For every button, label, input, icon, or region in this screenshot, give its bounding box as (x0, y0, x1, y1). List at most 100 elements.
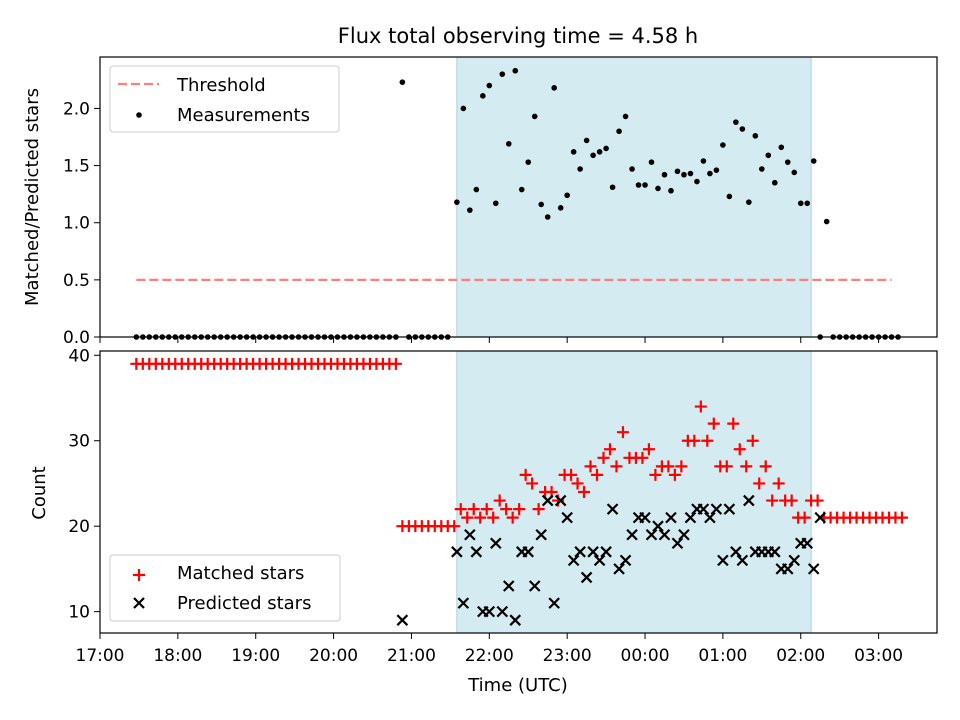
bottom-axes-frame (99, 350, 938, 634)
predicted-star-marker (658, 528, 671, 541)
x-axis-label: Time (UTC) (467, 675, 568, 696)
top-y-ticks: 0.0 0.5 1.0 1.5 2.0 (63, 99, 100, 348)
matched-star-marker (584, 460, 597, 473)
measurement-point (778, 144, 785, 151)
predicted-star-marker (509, 614, 522, 626)
measurement-point (473, 186, 480, 193)
measurement-point (668, 187, 674, 194)
matched-star-marker (487, 511, 500, 524)
predicted-star-marker (769, 546, 781, 558)
predicted-star-marker (567, 554, 580, 567)
matched-star-marker (474, 511, 487, 524)
matched-star-marker (785, 494, 798, 507)
measurement-point (687, 170, 694, 177)
measurement-point (823, 218, 830, 225)
measurement-point (609, 184, 616, 191)
bottom-y-ticks: 10 20 30 40 (68, 346, 100, 623)
predicted-star-marker (548, 597, 560, 609)
bottom-legend-box (109, 554, 341, 622)
measurement-point (492, 200, 499, 207)
top-legend-box (109, 65, 340, 133)
measurement-point (454, 199, 460, 205)
matched-star-marker (467, 503, 480, 516)
measurement-point (648, 159, 655, 165)
predicted-star-marker (671, 537, 684, 550)
measurements-legend-swatch (136, 112, 142, 118)
bottom-y-axis-label: Count (29, 466, 50, 519)
measurement-point (505, 141, 512, 147)
matched-star-marker (532, 503, 545, 516)
measurement-point (733, 119, 739, 125)
measurement-point (557, 205, 564, 211)
measurement-point (765, 152, 772, 159)
matched-star-marker (895, 511, 908, 524)
x-tick-label: 22:00 (465, 646, 514, 666)
predicted-star-marker (665, 511, 677, 524)
measurement-point (661, 171, 668, 178)
predicted-star-marker (561, 511, 573, 524)
predicted-star-marker (606, 503, 619, 515)
measurement-point (791, 169, 798, 176)
predicted-star-marker (678, 528, 690, 541)
predicted-star-marker (574, 546, 586, 558)
measurement-point (674, 168, 681, 175)
top-y-tick-label: 0.5 (63, 271, 90, 291)
predicted-star-marker (496, 605, 509, 618)
measurement-point (746, 199, 752, 205)
bottom-legend: Matched stars Predicted stars (109, 554, 341, 622)
matched-star-marker (493, 494, 506, 507)
matched-star-marker (701, 434, 714, 447)
top-y-tick-label: 2.0 (63, 99, 90, 119)
predicted-star-marker (717, 554, 729, 567)
predicted-star-marker (619, 554, 632, 567)
matched-star-marker (759, 460, 772, 473)
matched-stars-legend-swatch (133, 569, 145, 581)
measurement-point (771, 179, 778, 186)
measurement-point (577, 166, 583, 172)
measurement-point (590, 152, 596, 159)
predicted-star-marker (807, 563, 820, 575)
x-tick-label: 20:00 (309, 646, 358, 666)
predicted-star-marker (593, 554, 606, 567)
measurement-point (681, 171, 687, 178)
measurement-point (655, 185, 661, 192)
predicted-star-marker (528, 580, 541, 592)
bottom-panel: 10 20 30 40 17:00 18:00 19:00 20:00 21:00 22:00 2… (29, 346, 938, 696)
measurement-point (726, 193, 733, 200)
predicted-star-marker (470, 546, 483, 558)
measurement-point (759, 166, 765, 172)
matched-star-marker (688, 434, 701, 447)
matched-star-marker (513, 503, 526, 516)
top-panel: 0.00.51.01.52.0 Matched/Predicted stars … (22, 56, 938, 348)
matched-star-marker (668, 468, 681, 481)
bottom-y-tick-label: 10 (68, 603, 90, 623)
predicted-star-marker (541, 494, 554, 507)
matched-star-marker (720, 460, 733, 473)
x-tick-label: 00:00 (621, 646, 670, 666)
matched-star-marker (610, 460, 623, 473)
predicted-star-marker (600, 546, 612, 558)
predicted-star-marker (743, 494, 755, 507)
predicted-star-marker (788, 554, 801, 567)
matched-star-marker (448, 520, 461, 533)
predicted-star-marker (457, 597, 470, 609)
x-tick-label: 01:00 (698, 646, 747, 666)
matched-star-marker (526, 477, 539, 490)
measurement-point (616, 128, 622, 135)
measurement-point (739, 126, 746, 132)
measurement-point (720, 142, 726, 148)
measurement-point (512, 67, 519, 74)
matched-star-marker (578, 486, 591, 498)
top-y-tick-label: 0.0 (63, 328, 90, 348)
top-axes-frame (99, 56, 938, 338)
predicted-star-marker (522, 546, 535, 558)
matched-star-marker (694, 400, 707, 413)
top-y-axis-label: Matched/Predicted stars (22, 88, 43, 306)
measurement-point (551, 85, 557, 91)
measurement-point (480, 93, 486, 99)
measurement-point (622, 113, 629, 120)
matched-star-marker (772, 477, 785, 490)
x-tick-label: 21:00 (387, 646, 436, 666)
predicted-star-marker (580, 571, 593, 584)
